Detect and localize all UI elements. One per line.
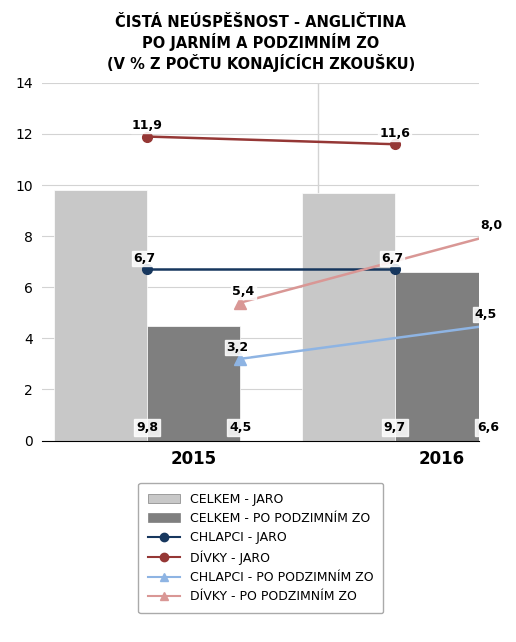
Bar — [301, 193, 395, 440]
Text: 6,7: 6,7 — [133, 252, 155, 265]
Bar — [147, 325, 240, 440]
Title: ČISTÁ NEÚSPĚŠNOST - ANGLIČTINA
PO JARNÍM A PODZIMNÍM ZO
(V % Z POČTU KONAJÍCÍCH : ČISTÁ NEÚSPĚŠNOST - ANGLIČTINA PO JARNÍM… — [107, 15, 415, 72]
Text: 4,5: 4,5 — [229, 421, 251, 434]
Bar — [395, 272, 488, 440]
Text: 9,7: 9,7 — [384, 421, 406, 434]
Text: 6,6: 6,6 — [477, 421, 499, 434]
Legend: CELKEM - JARO, CELKEM - PO PODZIMNÍM ZO, CHLAPCI - JARO, DÍVKY - JARO, CHLAPCI -: CELKEM - JARO, CELKEM - PO PODZIMNÍM ZO,… — [138, 483, 383, 613]
Bar — [54, 190, 147, 440]
Text: 6,7: 6,7 — [381, 252, 403, 265]
Text: 11,6: 11,6 — [379, 126, 410, 139]
Text: 3,2: 3,2 — [227, 341, 249, 354]
Text: 11,9: 11,9 — [132, 119, 163, 132]
Text: 9,8: 9,8 — [136, 421, 158, 434]
Text: 4,5: 4,5 — [474, 308, 496, 321]
Text: 8,0: 8,0 — [480, 218, 502, 232]
Text: 5,4: 5,4 — [232, 285, 254, 298]
